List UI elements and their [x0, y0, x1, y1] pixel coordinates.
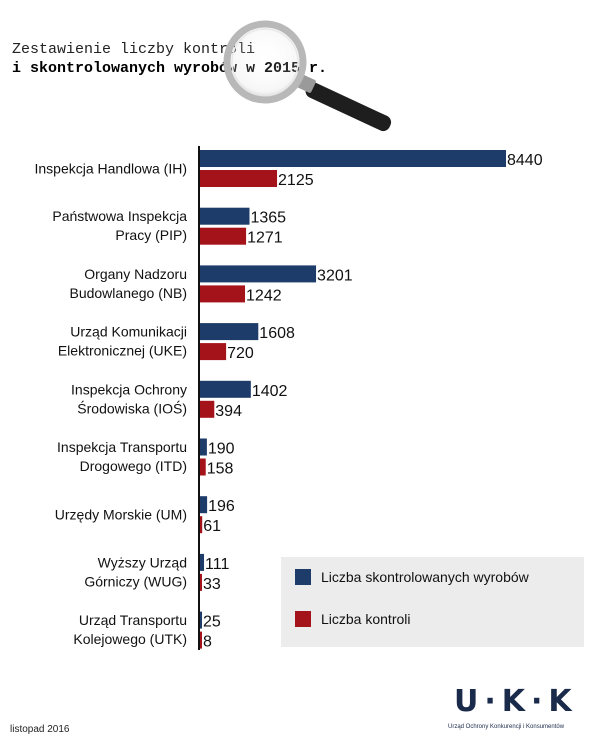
data-label: 720 [227, 345, 254, 362]
bar-controls [200, 227, 247, 245]
data-label: 1242 [246, 287, 282, 304]
category-label: Inspekcja Transportu [57, 439, 187, 455]
category-label: Urząd Komunikacji [70, 324, 187, 340]
data-label: 1365 [250, 210, 286, 227]
bar-controls [200, 285, 246, 303]
category-label: Inspekcja Handlowa (IH) [34, 161, 187, 177]
category-label: Elektronicznej (UKE) [58, 343, 187, 359]
publication-date: listopad 2016 [10, 724, 70, 735]
data-label: 190 [208, 441, 235, 458]
logo-mark: U·K·K [454, 684, 578, 719]
legend-item-products: Liczba skontrolowanych wyrobów [295, 569, 529, 585]
uokik-logo: U·K·K Urząd Ochrony Konkurencji i Konsum… [448, 684, 578, 736]
data-label: 2125 [278, 172, 314, 189]
data-label: 8 [203, 634, 212, 651]
category-label: Budowlanego (NB) [69, 285, 187, 301]
data-label: 196 [208, 498, 235, 515]
data-label: 33 [203, 576, 221, 593]
bar-controls [200, 516, 203, 534]
data-label: 61 [203, 518, 221, 535]
bar-products [200, 323, 259, 341]
category-label: Pracy (PIP) [115, 227, 187, 243]
legend-swatch-products [295, 569, 311, 585]
title-line-1: Zestawienie liczby kontroli [12, 41, 256, 58]
legend-label-controls: Liczba kontroli [321, 611, 411, 627]
bar-controls [200, 458, 206, 476]
bar-controls [200, 631, 202, 649]
bar-products [200, 496, 208, 514]
category-label: Wyższy Urząd [98, 554, 187, 570]
bar-controls [200, 573, 202, 591]
category-label: Państwowa Inspekcja [52, 208, 187, 224]
legend-label-products: Liczba skontrolowanych wyrobów [321, 569, 529, 585]
data-label: 158 [207, 461, 234, 478]
bar-products [200, 553, 205, 571]
bar-products [200, 611, 202, 629]
bar-products [200, 207, 250, 225]
bar-products [200, 265, 317, 283]
category-label: Drogowego (ITD) [80, 458, 187, 474]
data-label: 8440 [507, 152, 543, 169]
data-label: 394 [215, 403, 242, 420]
bar-controls [200, 343, 227, 361]
legend-item-controls: Liczba kontroli [295, 611, 411, 627]
category-label: Urząd Transportu [79, 612, 187, 628]
legend-swatch-controls [295, 611, 311, 627]
logo-caption: Urząd Ochrony Konkurencji i Konsumentów [448, 724, 565, 730]
data-label: 3201 [317, 267, 353, 284]
data-label: 111 [205, 556, 229, 573]
bar-controls [200, 400, 215, 418]
magnifier-icon [223, 20, 392, 132]
data-label: 25 [203, 614, 221, 631]
bar-controls [200, 170, 278, 187]
category-label: Inspekcja Ochrony [71, 381, 187, 397]
category-label: Kolejowego (UTK) [73, 631, 187, 647]
bar-products [200, 380, 251, 398]
data-label: 1608 [259, 325, 295, 342]
legend: Liczba skontrolowanych wyrobów Liczba ko… [281, 557, 584, 647]
bar-products [200, 438, 207, 456]
data-label: 1402 [252, 383, 288, 400]
bar-products [200, 150, 506, 167]
data-label: 1271 [247, 230, 283, 247]
category-label: Górniczy (WUG) [84, 573, 187, 589]
category-label: Środowiska (IOŚ) [77, 399, 187, 416]
category-label: Urzędy Morskie (UM) [55, 507, 187, 523]
category-label: Organy Nadzoru [84, 266, 187, 282]
